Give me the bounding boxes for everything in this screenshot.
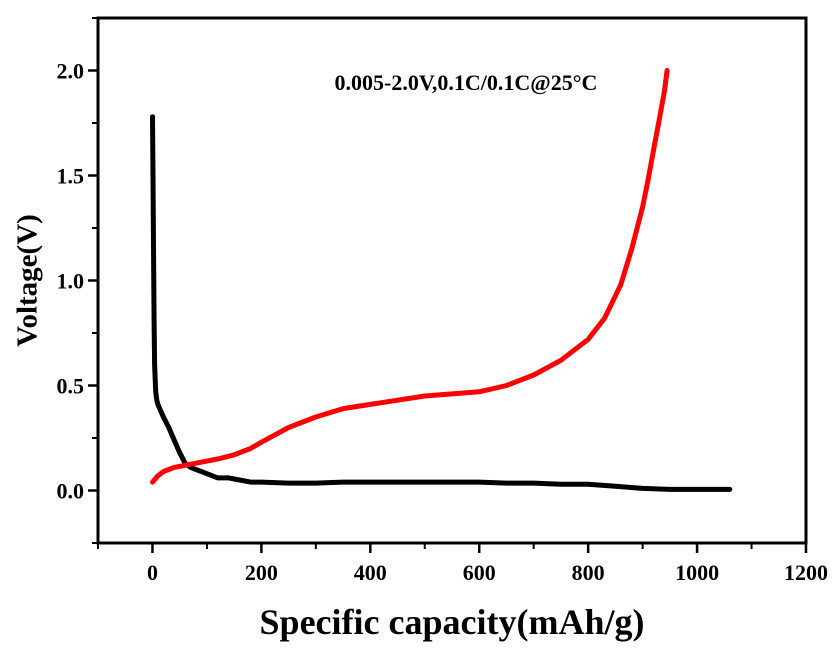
y-tick-label: 2.0 [57, 59, 85, 84]
series-line-discharge [153, 117, 730, 490]
plot-frame [98, 18, 806, 543]
x-tick-label: 0 [147, 560, 158, 585]
y-tick-label: 0.0 [57, 479, 85, 504]
y-tick-label: 1.0 [57, 269, 85, 294]
x-tick-label: 200 [245, 560, 278, 585]
y-tick-label: 0.5 [57, 374, 85, 399]
test-conditions-annotation: 0.005-2.0V,0.1C/0.1C@25°C [335, 70, 598, 95]
series-line-charge [153, 71, 668, 483]
x-tick-label: 1000 [675, 560, 719, 585]
voltage-capacity-chart: 0 200 400 600 800 1000 1200 0.0 0.5 1.0 1.5 2.0 0.0… [0, 0, 840, 654]
x-tick-label: 400 [354, 560, 387, 585]
x-tick-label: 800 [572, 560, 605, 585]
ticks-layer: 0 200 400 600 800 1000 1200 0.0 0.5 1.0 1.5 2.0 [57, 18, 829, 585]
y-axis-title: Voltage(V) [12, 214, 44, 347]
x-tick-label: 600 [463, 560, 496, 585]
x-tick-label: 1200 [784, 560, 828, 585]
series-layer [153, 71, 730, 490]
x-axis-title: Specific capacity(mAh/g) [260, 602, 645, 642]
y-tick-label: 1.5 [57, 164, 85, 189]
